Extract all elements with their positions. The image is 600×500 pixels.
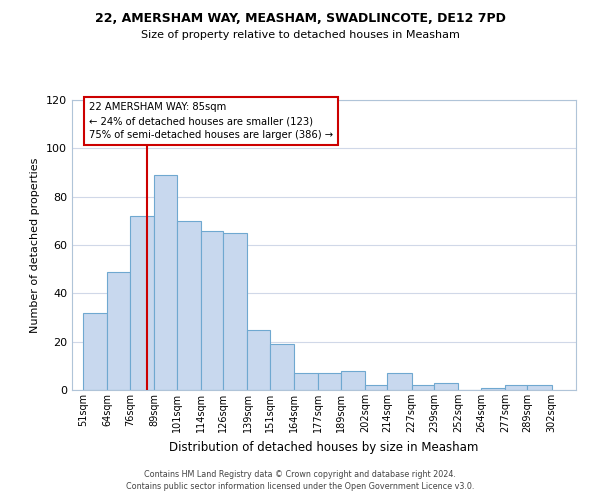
- Bar: [412, 385, 434, 390]
- X-axis label: Distribution of detached houses by size in Measham: Distribution of detached houses by size …: [169, 440, 479, 454]
- Text: 22 AMERSHAM WAY: 85sqm
← 24% of detached houses are smaller (123)
75% of semi-de: 22 AMERSHAM WAY: 85sqm ← 24% of detached…: [89, 102, 333, 141]
- Bar: [365, 385, 388, 390]
- Bar: [107, 272, 130, 390]
- Bar: [505, 385, 527, 390]
- Bar: [270, 344, 294, 390]
- Bar: [294, 373, 319, 390]
- Bar: [319, 373, 341, 390]
- Bar: [83, 312, 107, 390]
- Bar: [130, 216, 154, 390]
- Bar: [154, 175, 176, 390]
- Bar: [481, 388, 505, 390]
- Y-axis label: Number of detached properties: Number of detached properties: [31, 158, 40, 332]
- Bar: [434, 383, 458, 390]
- Text: Size of property relative to detached houses in Measham: Size of property relative to detached ho…: [140, 30, 460, 40]
- Bar: [247, 330, 270, 390]
- Bar: [176, 221, 201, 390]
- Text: Contains HM Land Registry data © Crown copyright and database right 2024.: Contains HM Land Registry data © Crown c…: [144, 470, 456, 479]
- Bar: [341, 370, 365, 390]
- Bar: [201, 230, 223, 390]
- Text: 22, AMERSHAM WAY, MEASHAM, SWADLINCOTE, DE12 7PD: 22, AMERSHAM WAY, MEASHAM, SWADLINCOTE, …: [95, 12, 505, 26]
- Bar: [527, 385, 552, 390]
- Bar: [223, 233, 247, 390]
- Bar: [388, 373, 412, 390]
- Text: Contains public sector information licensed under the Open Government Licence v3: Contains public sector information licen…: [126, 482, 474, 491]
